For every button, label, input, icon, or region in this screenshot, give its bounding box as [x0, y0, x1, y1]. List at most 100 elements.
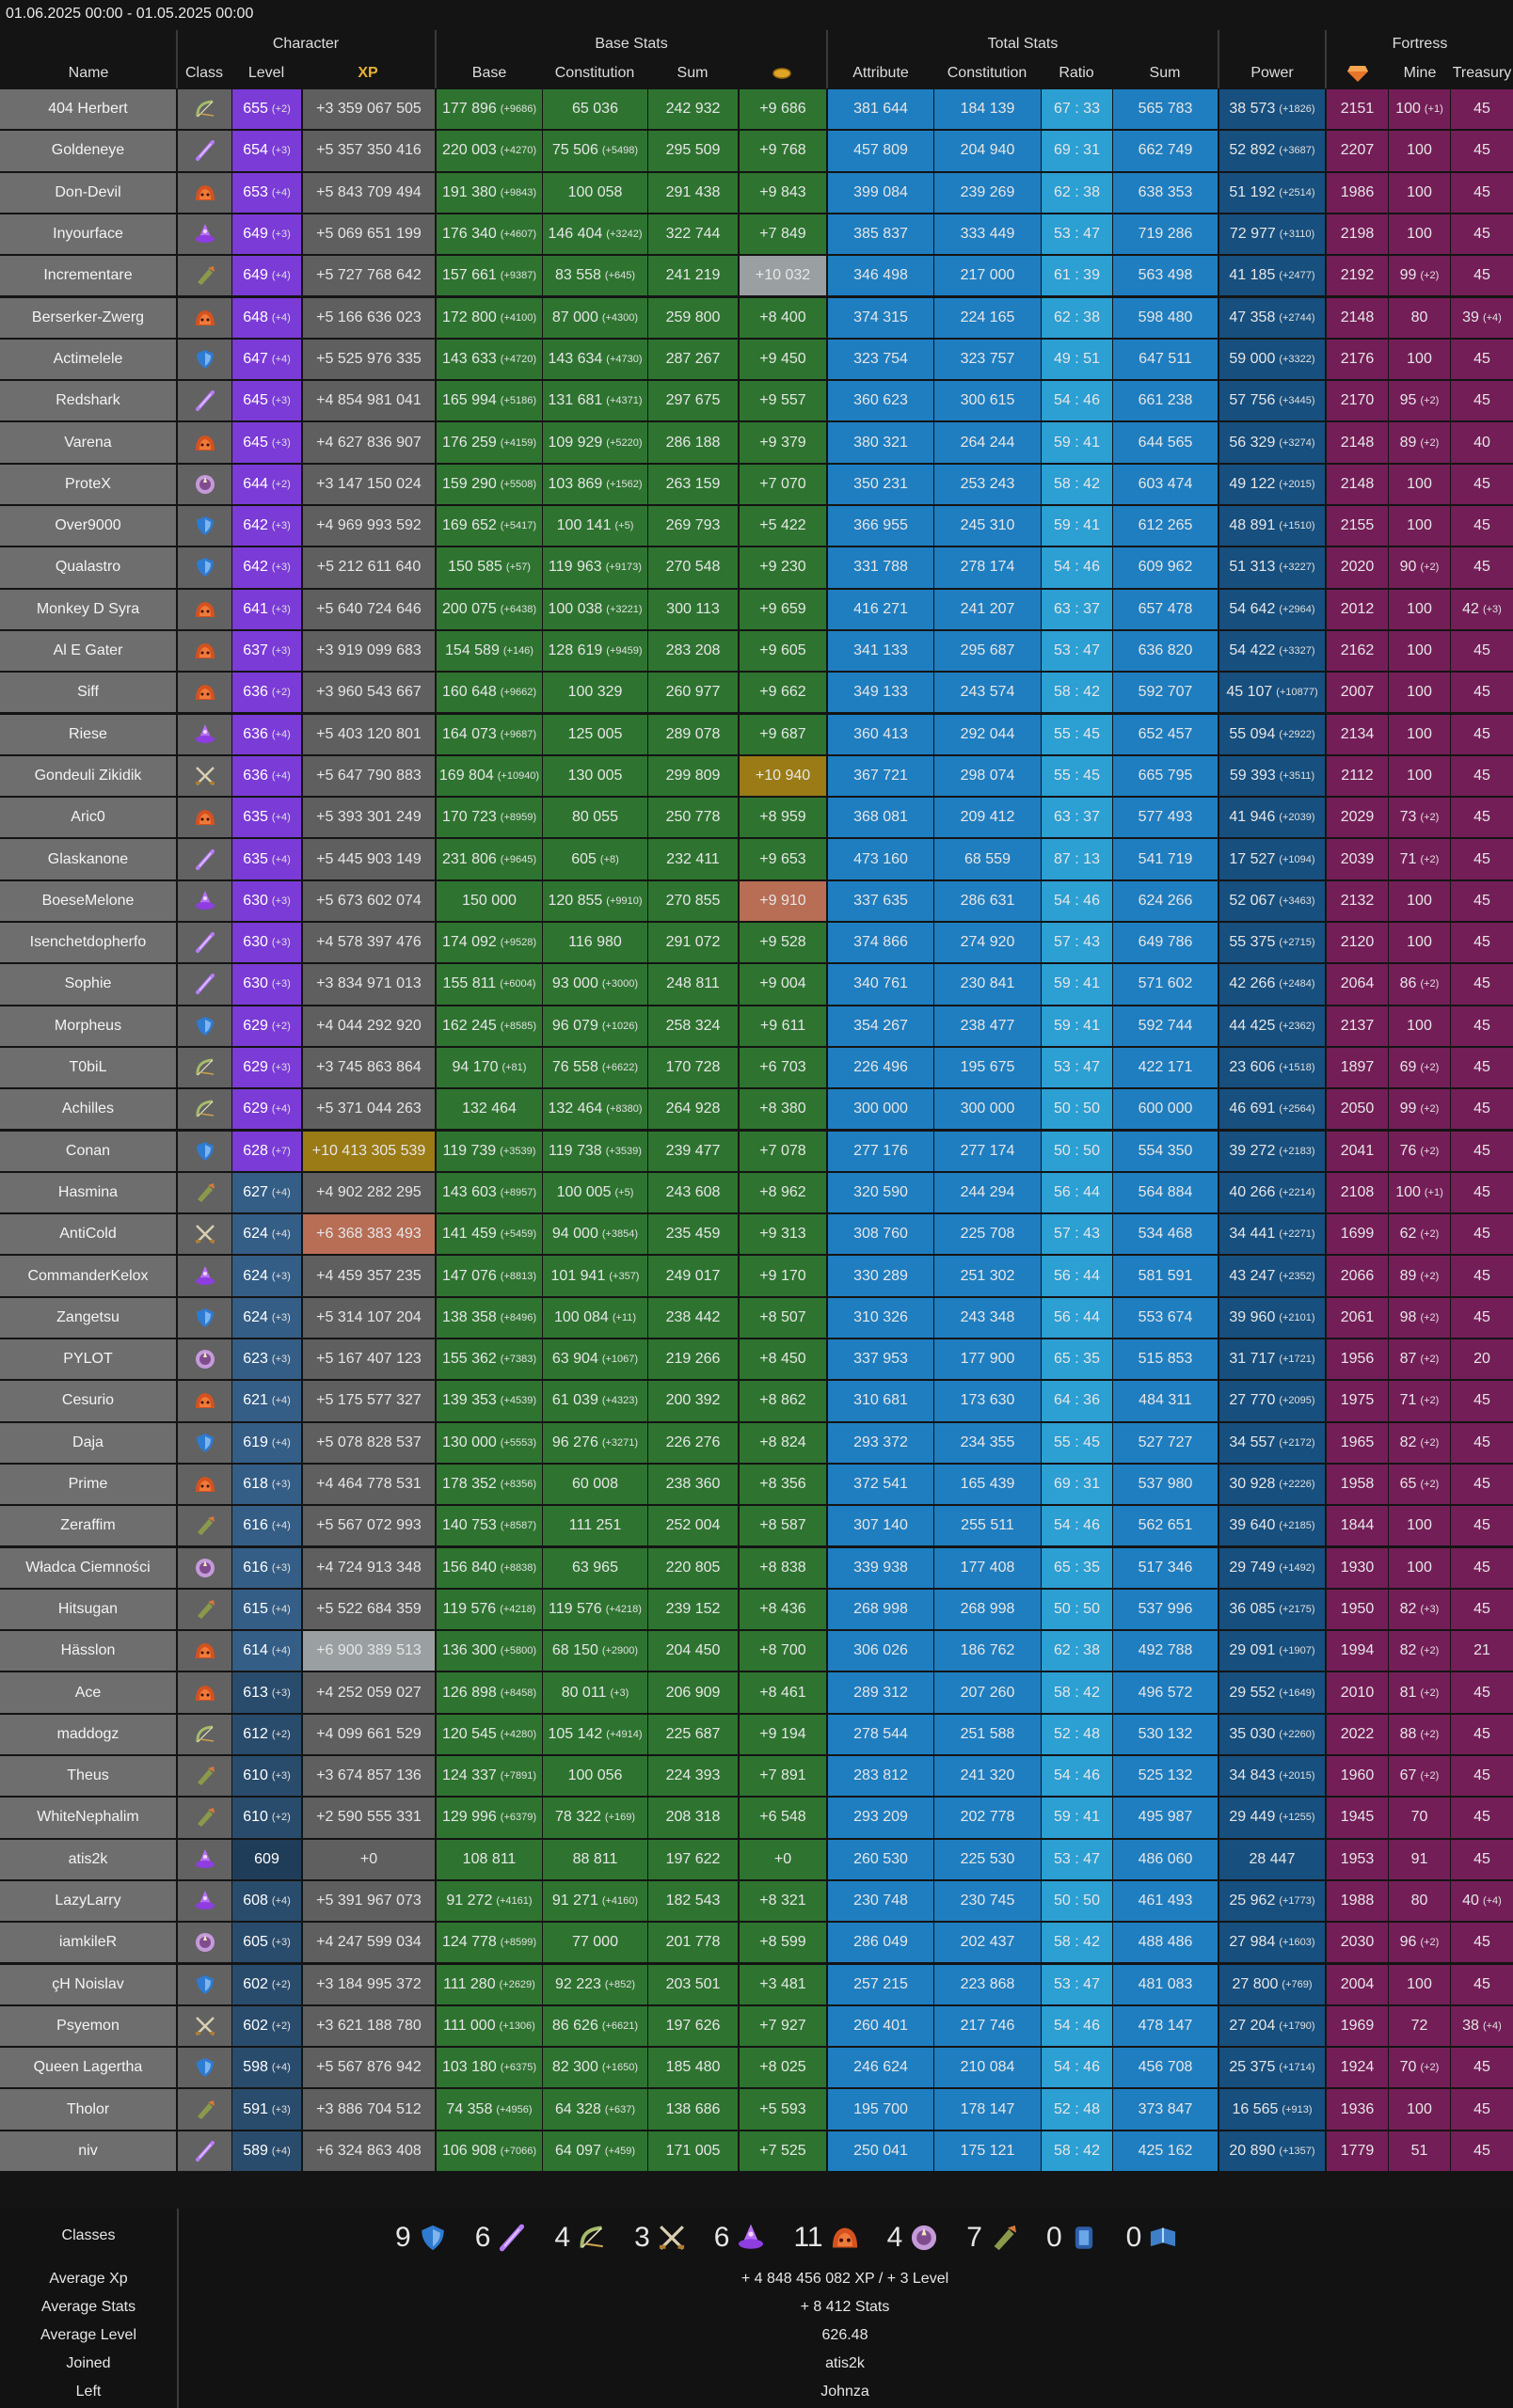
header-base[interactable]: Base: [471, 65, 507, 81]
ratio-cell: 54 : 46: [1042, 880, 1112, 921]
treasury-cell: 45: [1451, 131, 1513, 171]
ratio-cell: 52 : 48: [1042, 2089, 1112, 2130]
total-constitution-cell: 230 841: [934, 964, 1041, 1005]
player-name[interactable]: niv: [0, 2131, 176, 2171]
attribute-cell: 368 081: [828, 798, 933, 838]
base-cell: 138 358 (+8496): [437, 1297, 542, 1338]
player-name[interactable]: Władca Ciemności: [0, 1547, 176, 1588]
player-name[interactable]: Theus: [0, 1756, 176, 1797]
player-name[interactable]: Sophie: [0, 964, 176, 1005]
player-name[interactable]: 404 Herbert: [0, 89, 176, 130]
player-name[interactable]: çH Noislav: [0, 1964, 176, 2004]
player-name[interactable]: Conan: [0, 1131, 176, 1171]
total-constitution-cell: 202 437: [934, 1923, 1041, 1963]
ratio-cell: 58 : 42: [1042, 1923, 1112, 1963]
header-ratio[interactable]: Ratio: [1059, 65, 1094, 81]
player-name[interactable]: Zeraffim: [0, 1506, 176, 1546]
player-name[interactable]: Daja: [0, 1422, 176, 1463]
mine-cell: 100: [1389, 1964, 1450, 2004]
sum-cell: 241 219: [648, 256, 738, 296]
player-name[interactable]: BoeseMelone: [0, 880, 176, 921]
player-name[interactable]: Varena: [0, 422, 176, 463]
power-cell: 17 527 (+1094): [1219, 839, 1325, 879]
player-name[interactable]: Incrementare: [0, 256, 176, 296]
treasury-cell: 45: [1451, 2048, 1513, 2088]
header-class[interactable]: Class: [184, 65, 223, 81]
gold-cell: +8 025: [740, 2048, 826, 2088]
player-name[interactable]: Don-Devil: [0, 172, 176, 213]
gem-icon[interactable]: [1327, 59, 1389, 87]
sum-cell: 322 744: [648, 214, 738, 255]
player-name[interactable]: Al E Gater: [0, 630, 176, 672]
treasury-cell: 45: [1451, 2131, 1513, 2171]
druid-icon: [178, 1923, 231, 1963]
player-name[interactable]: Hässlon: [0, 1631, 176, 1671]
gold-cell: +8 587: [740, 1506, 826, 1546]
player-name[interactable]: Siff: [0, 673, 176, 713]
header-total-sum[interactable]: Sum: [1149, 65, 1181, 81]
player-name[interactable]: Qualastro: [0, 547, 176, 588]
player-name[interactable]: Achilles: [0, 1089, 176, 1130]
header-mine[interactable]: Mine: [1403, 65, 1437, 81]
player-name[interactable]: Monkey D Syra: [0, 589, 176, 629]
player-name[interactable]: WhiteNephalim: [0, 1798, 176, 1838]
player-name[interactable]: Redshark: [0, 381, 176, 421]
xp-cell: +5 403 120 801: [303, 714, 435, 754]
player-name[interactable]: Inyourface: [0, 214, 176, 255]
player-name[interactable]: PYLOT: [0, 1339, 176, 1380]
player-name[interactable]: Riese: [0, 714, 176, 754]
xp-cell: +3 147 150 024: [303, 464, 435, 504]
player-name[interactable]: ProteX: [0, 464, 176, 504]
header-attribute[interactable]: Attribute: [852, 65, 909, 81]
player-name[interactable]: maddogz: [0, 1714, 176, 1754]
player-name[interactable]: Prime: [0, 1464, 176, 1505]
player-name[interactable]: T0biL: [0, 1047, 176, 1088]
gold-coin-icon[interactable]: [738, 59, 826, 87]
player-name[interactable]: Hasmina: [0, 1172, 176, 1213]
header-sum[interactable]: Sum: [677, 65, 709, 81]
hat-icon: [178, 880, 231, 921]
player-name[interactable]: Over9000: [0, 506, 176, 547]
mine-cell: 80: [1389, 1880, 1450, 1922]
player-name[interactable]: Berserker-Zwerg: [0, 297, 176, 338]
player-name[interactable]: Zangetsu: [0, 1297, 176, 1338]
header-treasury[interactable]: Treasury: [1452, 65, 1512, 81]
player-name[interactable]: Hitsugan: [0, 1589, 176, 1630]
constitution-cell: 88 811: [543, 1839, 647, 1879]
player-name[interactable]: Tholor: [0, 2089, 176, 2130]
player-name[interactable]: CommanderKelox: [0, 1256, 176, 1296]
sum-cell: 170 728: [648, 1047, 738, 1088]
sum-cell: 239 477: [648, 1131, 738, 1171]
header-xp[interactable]: XP: [358, 65, 378, 81]
level-cell: 642 (+3): [232, 506, 301, 547]
player-name[interactable]: atis2k: [0, 1839, 176, 1879]
header-level[interactable]: Level: [247, 65, 285, 81]
player-name[interactable]: Psyemon: [0, 2005, 176, 2047]
player-name[interactable]: Goldeneye: [0, 131, 176, 171]
player-name[interactable]: Isenchetdopherfo: [0, 923, 176, 963]
attribute-cell: 283 812: [828, 1756, 933, 1797]
player-name[interactable]: Queen Lagertha: [0, 2048, 176, 2088]
player-name[interactable]: LazyLarry: [0, 1880, 176, 1922]
gem-cell: 2004: [1327, 1964, 1388, 2004]
player-name[interactable]: iamkileR: [0, 1923, 176, 1963]
player-name[interactable]: Ace: [0, 1672, 176, 1713]
player-name[interactable]: Glaskanone: [0, 839, 176, 879]
player-name[interactable]: Gondeuli Zikidik: [0, 755, 176, 797]
player-name[interactable]: Cesurio: [0, 1381, 176, 1421]
mine-cell: 100: [1389, 214, 1450, 255]
header-total-constitution[interactable]: Constitution: [947, 65, 1027, 81]
header-name[interactable]: Name: [68, 65, 109, 81]
glove-icon: [178, 1172, 231, 1213]
constitution-cell: 605 (+8): [543, 839, 647, 879]
player-name[interactable]: Actimelele: [0, 339, 176, 380]
player-name[interactable]: AntiCold: [0, 1214, 176, 1255]
xp-cell: +3 621 188 780: [303, 2005, 435, 2047]
player-name[interactable]: Morpheus: [0, 1006, 176, 1046]
player-name[interactable]: Aric0: [0, 798, 176, 838]
treasury-cell: 45: [1451, 714, 1513, 754]
header-power[interactable]: Power: [1250, 65, 1294, 81]
bow-icon: [178, 1714, 231, 1754]
treasury-cell: 45: [1451, 1547, 1513, 1588]
header-constitution[interactable]: Constitution: [554, 65, 635, 81]
